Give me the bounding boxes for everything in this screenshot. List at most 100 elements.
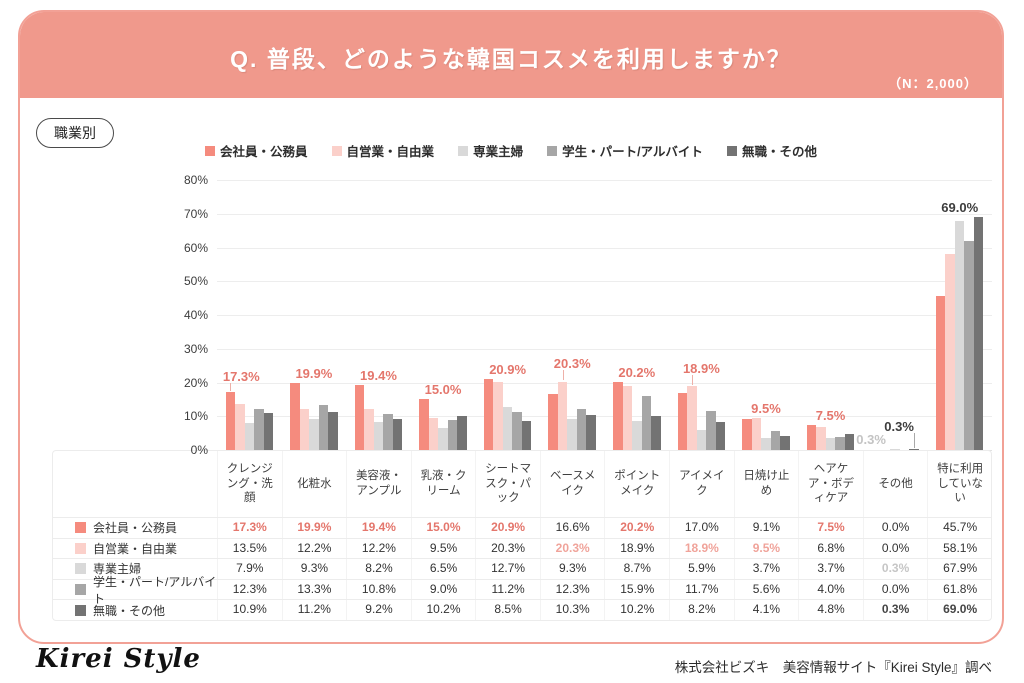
bar-value-label: 18.9% bbox=[682, 361, 720, 377]
table-cell: 20.3% bbox=[539, 538, 605, 559]
gridline bbox=[217, 247, 992, 249]
bar-value-label: 69.0% bbox=[941, 200, 979, 216]
table-row: 自営業・自由業 13.5% 12.2% 12.2% 9.5% 20.3% 20.3% 18.9… bbox=[53, 537, 991, 559]
bar bbox=[742, 419, 752, 450]
table-header-cell: 乳液・クリーム bbox=[410, 451, 476, 517]
table-cell: 9.5% bbox=[733, 538, 799, 559]
bar bbox=[816, 427, 826, 450]
bar bbox=[651, 415, 661, 450]
data-table: クレンジング・洗顔 化粧水 美容液・アンプル 乳液・クリーム シートマスク・パック ベース… bbox=[52, 450, 992, 621]
table-cell: 3.7% bbox=[798, 559, 863, 579]
bar bbox=[973, 217, 984, 450]
table-cell: 8.2% bbox=[346, 559, 411, 579]
table-cell: 0.0% bbox=[862, 579, 928, 600]
bar bbox=[835, 436, 845, 450]
table-cell: 0.0% bbox=[862, 538, 928, 559]
table-cell: 20.2% bbox=[604, 518, 669, 538]
bar bbox=[502, 407, 513, 450]
bar bbox=[945, 253, 955, 450]
bar bbox=[290, 382, 300, 450]
table-cell: 12.3% bbox=[539, 579, 605, 600]
gridline bbox=[217, 348, 992, 350]
table-cell: 18.9% bbox=[604, 538, 669, 559]
table-cell: 19.4% bbox=[346, 518, 411, 538]
bar bbox=[687, 386, 697, 450]
table-cell: 12.2% bbox=[346, 538, 411, 559]
y-tick-label: 60% bbox=[183, 240, 208, 255]
table-cell: 5.9% bbox=[669, 559, 734, 579]
bar bbox=[493, 381, 503, 450]
bar bbox=[954, 220, 965, 450]
table-header-cell: シートマスク・パック bbox=[475, 451, 540, 517]
legend-item: 自営業・自由業 bbox=[331, 141, 434, 160]
table-header-cell: その他 bbox=[862, 451, 928, 517]
table-cell: 16.6% bbox=[539, 518, 605, 538]
bar bbox=[557, 381, 568, 450]
table-cell: 9.5% bbox=[410, 538, 476, 559]
bar bbox=[328, 412, 338, 450]
bar bbox=[715, 422, 726, 450]
table-cell: 12.7% bbox=[475, 559, 540, 579]
table-cell: 8.7% bbox=[604, 559, 669, 579]
leader-line bbox=[914, 432, 916, 448]
bar bbox=[761, 437, 771, 450]
table-row-label: 学生・パート/アルバイト bbox=[53, 575, 217, 606]
bar bbox=[244, 423, 255, 450]
table-cell: 0.0% bbox=[862, 518, 928, 538]
gridline bbox=[217, 180, 992, 181]
sample-size: （N：2,000） bbox=[888, 76, 978, 91]
table-cell: 9.3% bbox=[539, 559, 605, 579]
table-cell: 58.1% bbox=[927, 538, 991, 559]
y-tick-label: 50% bbox=[183, 274, 208, 289]
y-tick-label: 80% bbox=[183, 173, 208, 187]
bar-value-label: 9.5% bbox=[751, 400, 781, 416]
bar bbox=[373, 422, 384, 450]
bar-value-label: 20.9% bbox=[489, 362, 527, 378]
chart-legend: 会社員・公務員 自営業・自由業 専業主婦 学生・パート/アルバイト 無職・その他 bbox=[20, 141, 1002, 160]
bar bbox=[632, 420, 642, 450]
bar-value-label: 15.0% bbox=[424, 382, 462, 398]
question-title: Q. 普段、どのような韓国コスメを利用しますか？ bbox=[230, 46, 792, 72]
table-cell: 12.3% bbox=[217, 579, 282, 600]
bar-value-label: 19.9% bbox=[295, 365, 333, 381]
table-row-label: 自営業・自由業 bbox=[53, 539, 217, 559]
series-name: 無職・その他 bbox=[93, 603, 166, 618]
row-swatch-icon bbox=[75, 522, 86, 534]
y-tick-label: 30% bbox=[183, 341, 208, 356]
bar-value-label: 19.4% bbox=[360, 367, 397, 383]
bar bbox=[483, 379, 494, 450]
bar-value-label: 0.3% bbox=[884, 418, 914, 434]
bar bbox=[428, 417, 439, 450]
bar bbox=[696, 430, 707, 450]
bar bbox=[419, 399, 429, 450]
bar-value-label: 20.2% bbox=[618, 364, 656, 380]
legend-label: 学生・パート/アルバイト bbox=[562, 145, 703, 159]
table-cell: 10.2% bbox=[410, 600, 476, 620]
table-row: 会社員・公務員 17.3% 19.9% 19.4% 15.0% 20.9% 16.6% 20.… bbox=[53, 517, 991, 538]
series-name: 自営業・自由業 bbox=[93, 541, 178, 556]
gridline bbox=[217, 281, 992, 283]
bar bbox=[364, 408, 374, 450]
bar bbox=[825, 437, 836, 450]
table-cell: 19.9% bbox=[281, 518, 347, 538]
legend-label: 会社員・公務員 bbox=[220, 145, 308, 159]
table-header-cell: アイメイク bbox=[669, 451, 734, 517]
table-header-cell: 美容液・アンプル bbox=[346, 451, 411, 517]
row-swatch-icon bbox=[75, 542, 86, 554]
table-cell: 10.9% bbox=[217, 600, 282, 620]
bar bbox=[622, 386, 633, 450]
bar-value-label: 0.3% bbox=[856, 431, 886, 447]
bar bbox=[641, 396, 652, 450]
table-cell: 10.3% bbox=[539, 600, 605, 620]
row-swatch-icon bbox=[75, 584, 86, 596]
legend-swatch-icon bbox=[331, 145, 342, 156]
bar bbox=[438, 428, 448, 450]
table-cell: 9.3% bbox=[281, 559, 347, 579]
y-tick-label: 40% bbox=[183, 308, 208, 322]
gridline bbox=[217, 382, 992, 384]
table-cell: 5.6% bbox=[733, 579, 799, 600]
table-cell: 11.2% bbox=[281, 600, 347, 620]
bar bbox=[354, 384, 365, 450]
table-cell: 10.8% bbox=[346, 579, 411, 600]
table-cell: 20.3% bbox=[475, 538, 540, 559]
